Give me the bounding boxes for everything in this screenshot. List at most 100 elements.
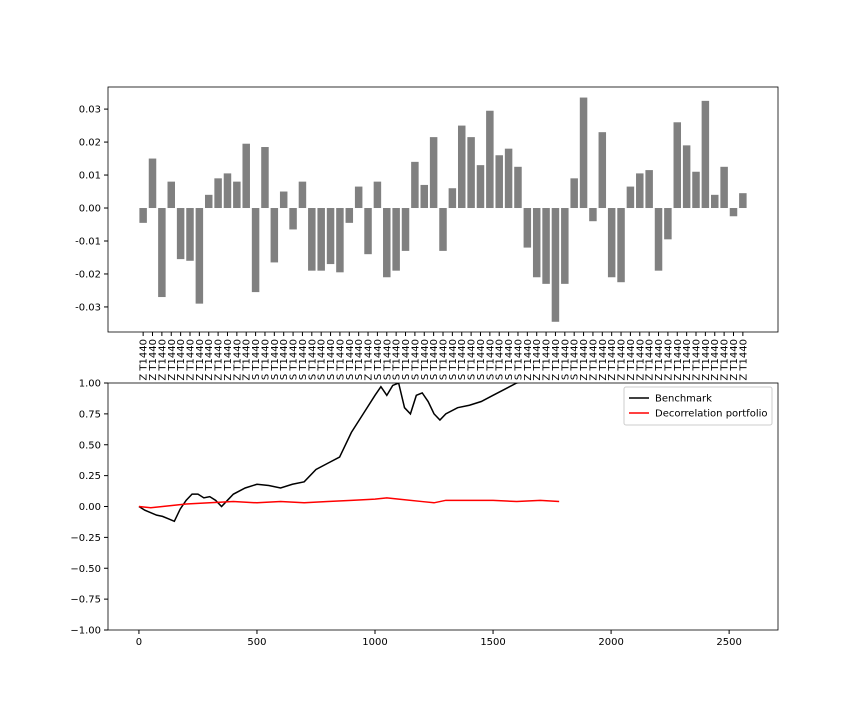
bar	[176, 208, 185, 260]
bar	[158, 208, 166, 298]
line-series	[138, 383, 521, 523]
x-tick-label: Z T1440	[214, 339, 225, 381]
x-tick-label: Z T1440	[176, 339, 187, 381]
y-tick-label: 0.02	[79, 138, 101, 149]
bar	[448, 188, 457, 209]
y-tick-label: 0.50	[79, 440, 101, 451]
y-tick-label: -0.01	[75, 236, 101, 247]
bar	[701, 100, 710, 209]
y-tick-label: 0.00	[79, 502, 101, 513]
bar	[186, 208, 194, 261]
bar	[532, 208, 541, 278]
bar	[636, 173, 644, 209]
bar	[486, 110, 494, 209]
axes-frame	[107, 86, 779, 333]
x-tick-label: S T1440	[495, 339, 506, 380]
x-tick-label: S T1440	[373, 339, 384, 380]
y-tick-label: 0.25	[79, 471, 101, 482]
x-tick-label: S T1440	[439, 339, 450, 380]
bar	[673, 122, 682, 209]
x-tick-label: Z T1440	[185, 339, 196, 381]
y-tick-label: -0.03	[75, 302, 101, 313]
bar	[729, 208, 738, 217]
bar	[598, 132, 607, 209]
x-tick-label: Z T1440	[710, 339, 721, 381]
bar	[242, 143, 250, 209]
bar	[457, 125, 466, 209]
bar	[139, 208, 147, 223]
bar	[317, 208, 325, 271]
bar	[542, 208, 550, 284]
bar	[589, 208, 597, 222]
x-tick-label: 1000	[362, 637, 387, 648]
x-tick-label: S T1440	[420, 339, 431, 380]
x-tick-label: S T1440	[354, 339, 365, 380]
x-tick-label: Z T1440	[223, 339, 234, 381]
x-tick-label: Z T1440	[579, 339, 590, 381]
bar	[645, 170, 653, 209]
legend-label: Benchmark	[655, 394, 712, 405]
y-tick-label: 0.00	[79, 204, 101, 215]
y-tick-label: −0.25	[70, 533, 101, 544]
x-tick-label: Z T1440	[204, 339, 215, 381]
x-tick-label: Z T1440	[729, 339, 740, 381]
x-tick-label: Z T1440	[663, 339, 674, 381]
bar	[626, 186, 635, 209]
bar	[251, 208, 260, 293]
x-tick-label: S T1440	[270, 339, 281, 380]
x-tick-label: S T1440	[467, 339, 478, 380]
x-tick-label: Z T1440	[738, 339, 749, 381]
bar	[654, 208, 663, 271]
y-tick-label: −0.50	[70, 564, 101, 575]
x-tick-label: Z T1440	[139, 339, 150, 381]
y-tick-label: −1.00	[70, 626, 101, 637]
x-tick-label: Z T1440	[701, 339, 712, 381]
bar	[289, 208, 297, 230]
y-tick-label: 0.01	[79, 171, 101, 182]
x-tick-label: S T1440	[289, 339, 300, 380]
bar	[364, 208, 372, 255]
bar	[476, 165, 485, 209]
bar	[570, 178, 578, 209]
x-tick-label: Z T1440	[542, 339, 553, 381]
bar	[195, 208, 204, 304]
bar	[514, 166, 522, 209]
x-tick-label: Z T1440	[195, 339, 206, 381]
x-tick-label: Z T1440	[364, 339, 375, 381]
bar	[383, 208, 391, 278]
bar	[270, 208, 279, 263]
x-tick-label: S T1440	[335, 339, 346, 380]
legend-box	[623, 386, 773, 426]
x-tick-label: S T1440	[382, 339, 393, 380]
x-tick-label: Z T1440	[607, 339, 618, 381]
bar	[692, 171, 700, 209]
bar	[739, 193, 747, 209]
x-tick-label: Z T1440	[626, 339, 637, 381]
x-tick-label: Z T1440	[692, 339, 703, 381]
bar	[279, 191, 288, 209]
x-tick-label: S T1440	[448, 339, 459, 380]
bar	[495, 155, 503, 209]
x-tick-label: S T1440	[317, 339, 328, 380]
x-tick-label: S T1440	[260, 339, 271, 380]
x-tick-label: 1500	[480, 637, 505, 648]
bar	[345, 208, 354, 223]
x-tick-label: S T1440	[326, 339, 337, 380]
bar	[551, 208, 560, 322]
x-tick-label: S T1440	[560, 339, 571, 380]
bar	[204, 194, 213, 209]
y-tick-label: −0.75	[70, 595, 101, 606]
x-tick-label: S T1440	[570, 339, 581, 380]
y-tick-label: 0.75	[79, 409, 101, 420]
bar	[617, 208, 625, 283]
bar	[167, 181, 175, 209]
bar	[720, 166, 728, 209]
y-tick-label: 1.00	[79, 379, 101, 390]
x-tick-label: Z T1440	[167, 339, 178, 381]
x-tick-label: S T1440	[504, 339, 515, 380]
x-tick-label: 500	[247, 637, 266, 648]
bar	[467, 137, 475, 209]
x-tick-label: Z T1440	[617, 339, 628, 381]
y-tick-label: -0.02	[75, 269, 101, 280]
